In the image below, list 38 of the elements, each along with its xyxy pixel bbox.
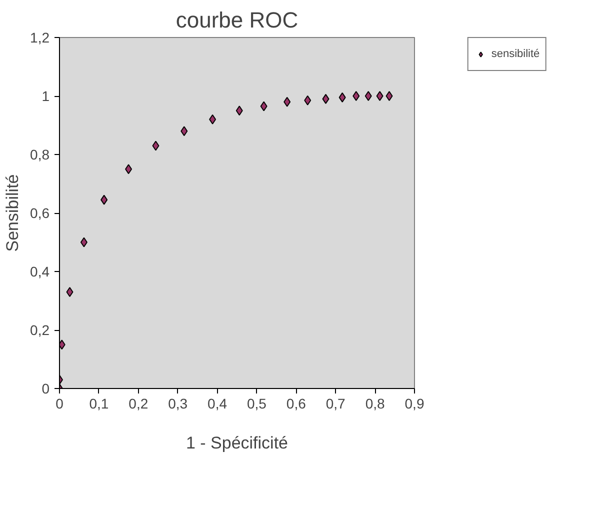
x-tick-label: 0,1: [89, 396, 109, 412]
point: [284, 96, 291, 107]
x-tick-label: 0,2: [128, 396, 148, 412]
point: [209, 114, 216, 124]
x-tick-label: 0,9: [404, 396, 424, 412]
point: [338, 92, 346, 102]
point: [386, 91, 393, 101]
y-tick-label: 1: [42, 88, 50, 104]
y-tick-label: 0: [42, 380, 50, 396]
point: [125, 164, 132, 174]
point: [364, 91, 372, 101]
y-tick-label: 0,8: [30, 146, 50, 162]
x-axis-title: 1 - Spécificité: [186, 434, 288, 452]
y-tick-label: 0,2: [30, 322, 50, 338]
y-tick-label: 1,2: [30, 30, 50, 46]
point: [80, 237, 88, 248]
point: [100, 194, 108, 205]
chart-title: courbe ROC: [176, 8, 298, 32]
x-tick-label: 0,7: [326, 396, 346, 412]
x-tick-label: 0,8: [365, 396, 385, 412]
legend-label: sensibilité: [491, 48, 540, 60]
point: [304, 95, 312, 106]
x-tick-label: 0,6: [286, 396, 306, 412]
point: [66, 286, 74, 297]
x-tick-label: 0,5: [246, 396, 267, 412]
point: [152, 140, 160, 151]
point: [236, 106, 243, 116]
x-tick-label: 0,3: [168, 396, 188, 412]
point: [352, 91, 360, 101]
x-tick-label: 0,4: [208, 396, 228, 412]
y-tick-label: 0,6: [30, 205, 50, 221]
point: [376, 91, 384, 101]
point: [260, 101, 268, 112]
y-axis-title: Sensibilité: [3, 174, 22, 252]
point: [322, 94, 330, 104]
point: [180, 126, 188, 136]
y-tick-label: 0,4: [30, 264, 50, 280]
x-tick-label: 0: [56, 396, 64, 412]
